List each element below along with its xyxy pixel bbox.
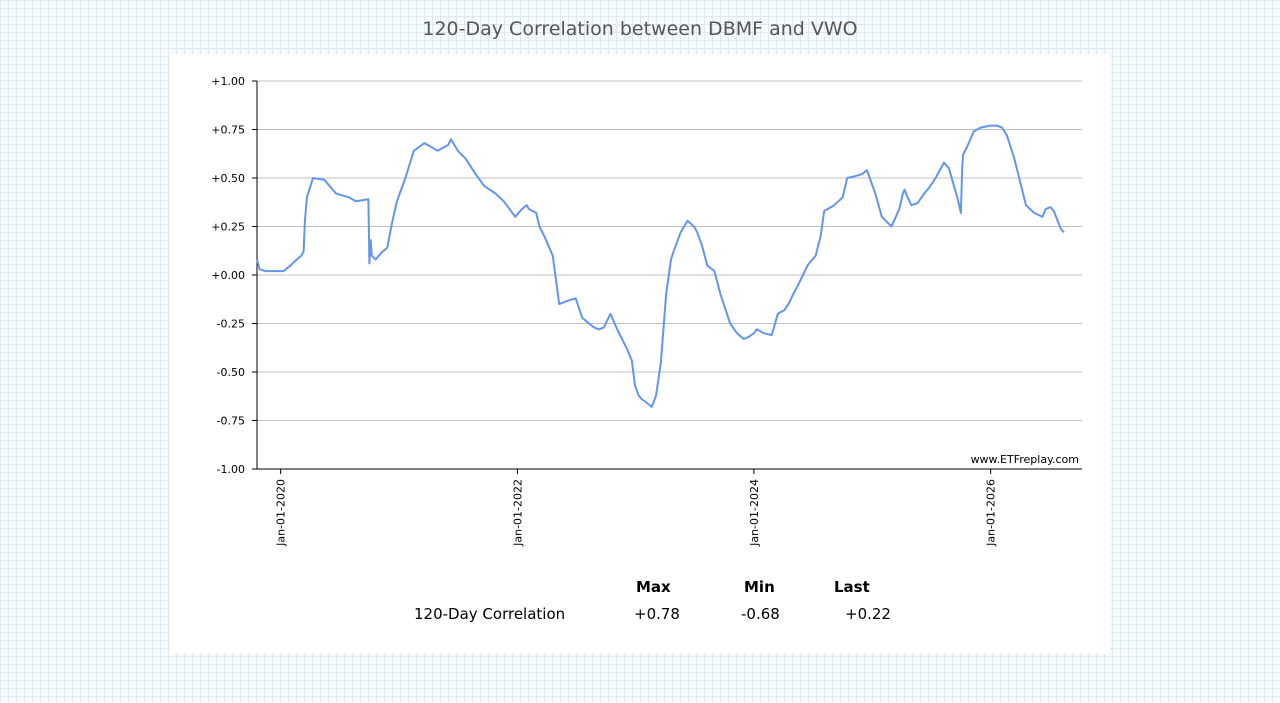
y-tick-label: +0.50 bbox=[211, 172, 245, 185]
x-tick-label: Jan-01-2026 bbox=[985, 479, 998, 547]
x-tick-label: Jan-01-2020 bbox=[275, 479, 288, 547]
y-tick-label: -0.25 bbox=[217, 318, 245, 331]
y-tick-label: +0.25 bbox=[211, 221, 245, 234]
y-tick-label: +1.00 bbox=[211, 75, 245, 88]
chart-title: 120-Day Correlation between DBMF and VWO bbox=[422, 18, 858, 40]
chart-panel bbox=[170, 54, 1110, 654]
correlation-series-line bbox=[256, 124, 1065, 408]
y-tick-label: +0.00 bbox=[211, 269, 245, 282]
x-tick-label: Jan-01-2024 bbox=[748, 479, 761, 547]
y-tick-label: -0.75 bbox=[217, 415, 245, 428]
y-tick-label: -0.50 bbox=[217, 366, 245, 379]
y-tick-label: -1.00 bbox=[217, 463, 245, 476]
y-tick-label: +0.75 bbox=[211, 124, 245, 137]
watermark: www.ETFreplay.com bbox=[971, 453, 1079, 466]
y-axis-ticks: +1.00 +0.75 +0.50 +0.25 +0.00 -0.25 -0.50 -0.75… bbox=[211, 75, 257, 476]
x-tick-label: Jan-01-2022 bbox=[511, 479, 524, 547]
series-layer bbox=[256, 124, 1065, 408]
x-axis-ticks: Jan-01-2020 Jan-01-2022 Jan-01-2024 Jan-01-… bbox=[275, 469, 998, 547]
